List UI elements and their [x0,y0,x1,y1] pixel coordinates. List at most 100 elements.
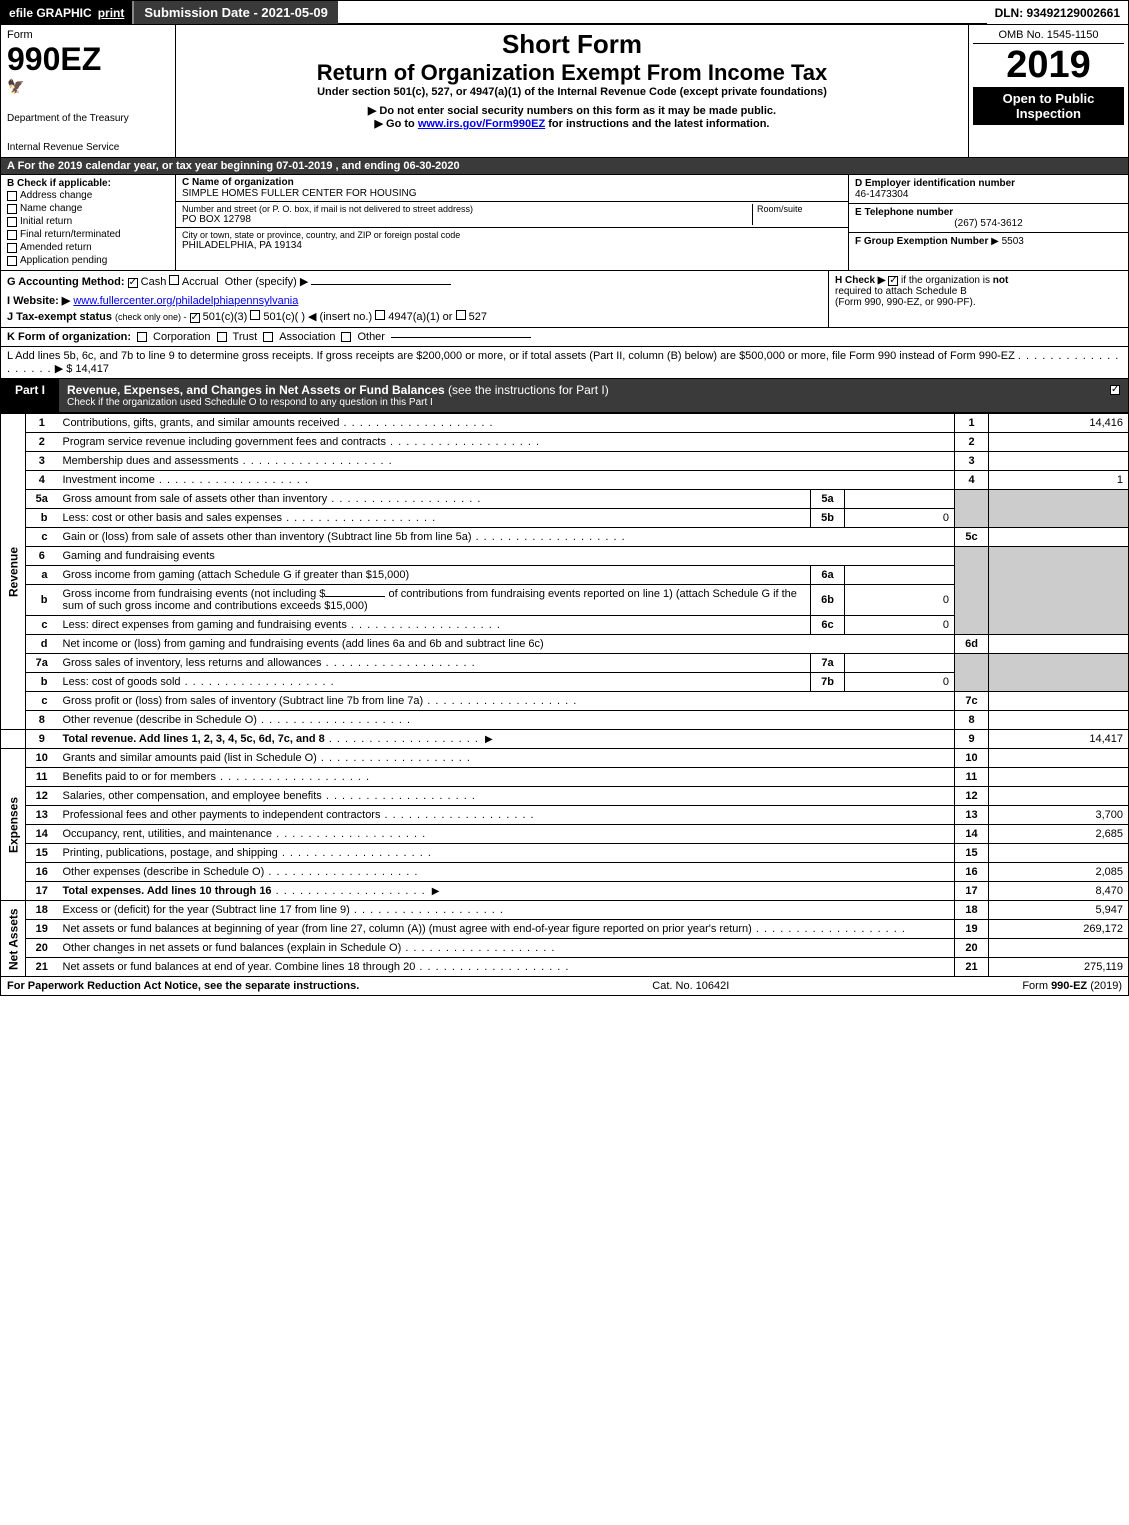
checkbox-icon[interactable] [7,243,17,253]
checkbox-501c3-icon[interactable] [190,313,200,323]
checkbox-corp-icon[interactable] [137,332,147,342]
line-desc: Gross income from fundraising events (no… [58,585,811,616]
goto-link[interactable]: www.irs.gov/Form990EZ [418,118,545,130]
desc-text: Program service revenue including govern… [63,436,386,448]
line-desc: Less: cost or other basis and sales expe… [58,509,811,528]
line-number: 19 [26,920,58,939]
line-desc: Excess or (deficit) for the year (Subtra… [58,901,955,920]
check-name-change[interactable]: Name change [7,202,169,215]
checkbox-4947-icon[interactable] [375,310,385,320]
desc-text: Gain or (loss) from sale of assets other… [63,531,472,543]
line-number: 8 [26,711,58,730]
col-line: 14 [955,825,989,844]
line-desc: Professional fees and other payments to … [58,806,955,825]
checkbox-icon[interactable] [7,230,17,240]
line-number: b [26,585,58,616]
d-value: 46-1473304 [855,189,1122,200]
table-row: 19 Net assets or fund balances at beginn… [1,920,1129,939]
col-value: 275,119 [989,958,1129,977]
dots-icon [272,885,426,897]
checkbox-accrual-icon[interactable] [169,275,179,285]
col-value: 14,417 [989,730,1129,749]
dots-icon [380,809,534,821]
checkbox-icon[interactable] [7,191,17,201]
line-number: 14 [26,825,58,844]
checkbox-h-icon[interactable] [888,276,898,286]
footer-right-form: 990-EZ [1051,980,1087,992]
dots-icon [317,752,471,764]
g-h-row: G Accounting Method: Cash Accrual Other … [0,271,1129,328]
col-line: 17 [955,882,989,901]
line-number: 7a [26,654,58,673]
checkbox-assoc-icon[interactable] [263,332,273,342]
dots-icon [347,619,501,631]
k-other-input[interactable] [391,337,531,338]
checkbox-trust-icon[interactable] [217,332,227,342]
line-desc: Gain or (loss) from sale of assets other… [58,528,955,547]
col-value: 2,085 [989,863,1129,882]
dln-label: DLN: 93492129002661 [987,1,1128,24]
dots-icon [322,657,476,669]
part1-checkbox[interactable] [1102,379,1128,412]
dots-icon [339,417,493,429]
checkbox-icon[interactable] [7,204,17,214]
line-number: 11 [26,768,58,787]
col-line: 12 [955,787,989,806]
line-desc: Other expenses (describe in Schedule O) [58,863,955,882]
shaded-cell [955,547,989,635]
check-address-change[interactable]: Address change [7,189,169,202]
check-initial-return[interactable]: Initial return [7,215,169,228]
desc-text: Gross profit or (loss) from sales of inv… [63,695,424,707]
line-number: a [26,566,58,585]
goto-pre: ▶ Go to [375,118,418,130]
section-b-checks: B Check if applicable: Address change Na… [1,175,176,270]
amount-input[interactable] [325,596,385,597]
g-other-input[interactable] [311,284,451,285]
dots-icon [322,790,476,802]
col-line: 9 [955,730,989,749]
checkbox-other-icon[interactable] [341,332,351,342]
checkbox-cash-icon[interactable] [128,278,138,288]
table-row: 16 Other expenses (describe in Schedule … [1,863,1129,882]
e-label: E Telephone number [855,207,1122,218]
checkbox-icon[interactable] [7,217,17,227]
footer-right-pre: Form [1022,980,1051,992]
col-value: 269,172 [989,920,1129,939]
part1-table: Revenue 1 Contributions, gifts, grants, … [0,413,1129,977]
checkbox-501c-icon[interactable] [250,310,260,320]
goto-post: for instructions and the latest informat… [545,118,769,130]
sub-value [845,490,955,509]
checkbox-schedo-icon[interactable] [1110,385,1120,395]
website-link[interactable]: www.fullercenter.org/philadelphiapennsyl… [73,295,298,307]
col-value: 5,947 [989,901,1129,920]
table-row: 5a Gross amount from sale of assets othe… [1,490,1129,509]
section-a-taxyear: A For the 2019 calendar year, or tax yea… [0,158,1129,175]
line-desc: Occupancy, rent, utilities, and maintena… [58,825,955,844]
check-label: Address change [20,190,92,201]
check-final-return[interactable]: Final return/terminated [7,228,169,241]
part1-sub: Check if the organization used Schedule … [67,397,1094,408]
sub-value: 0 [845,585,955,616]
dots-icon [423,695,577,707]
line-number: 13 [26,806,58,825]
check-amended-return[interactable]: Amended return [7,241,169,254]
col-value: 3,700 [989,806,1129,825]
footer-left: For Paperwork Reduction Act Notice, see … [7,980,359,992]
print-link[interactable]: print [98,6,125,20]
h-text3: (Form 990, 990-EZ, or 990-PF). [835,297,976,308]
col-line: 1 [955,414,989,433]
checkbox-icon[interactable] [7,256,17,266]
dots-icon [752,923,906,935]
col-value [989,692,1129,711]
check-application-pending[interactable]: Application pending [7,254,169,267]
city-value: PHILADELPHIA, PA 19134 [182,240,842,251]
efile-graphic-label: efile GRAPHIC print [1,1,132,24]
room-label: Room/suite [757,204,842,214]
col-value [989,433,1129,452]
col-value: 8,470 [989,882,1129,901]
col-line: 16 [955,863,989,882]
checkbox-527-icon[interactable] [456,310,466,320]
col-value: 14,416 [989,414,1129,433]
line-number: 10 [26,749,58,768]
col-line: 18 [955,901,989,920]
